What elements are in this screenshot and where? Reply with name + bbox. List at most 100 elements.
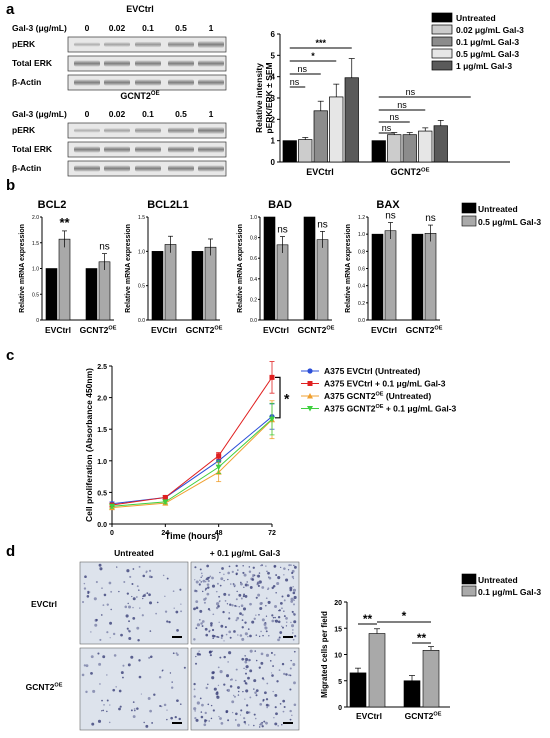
cell-dot: [229, 685, 233, 688]
cell-dot: [252, 573, 255, 576]
cell-dot: [128, 605, 132, 609]
cell-dot: [259, 606, 263, 611]
cell-dot: [258, 572, 261, 574]
cell-dot: [257, 574, 261, 578]
micrograph-column-header: + 0.1 μg/mL Gal-3: [210, 548, 281, 558]
cell-dot: [205, 581, 207, 583]
cell-dot: [202, 579, 206, 583]
cell-dot: [110, 590, 113, 593]
blot-band: [168, 79, 194, 86]
cell-dot: [255, 634, 258, 636]
cell-dot: [231, 711, 234, 714]
cell-dot: [148, 569, 152, 572]
y-tick-label: 0.5: [32, 292, 39, 298]
cell-dot: [208, 631, 210, 633]
cell-dot: [213, 687, 217, 691]
cell-dot: [254, 650, 257, 652]
cell-dot: [206, 592, 210, 596]
micrograph-column-header: Untreated: [114, 548, 154, 558]
cell-dot: [258, 726, 261, 728]
blot-concentration-row-2: 0 0.02 0.1 0.5 1: [85, 109, 214, 119]
cell-dot: [134, 709, 136, 712]
legend-marker: [307, 368, 313, 374]
cell-dot: [274, 616, 276, 619]
cell-dot: [257, 581, 260, 585]
cell-dot: [281, 724, 283, 726]
cell-dot: [247, 628, 250, 630]
cell-dot: [256, 575, 258, 577]
cell-dot: [279, 702, 282, 705]
bar: [349, 672, 367, 708]
cell-dot: [193, 607, 196, 611]
x-category-label: GCNT2OE: [391, 167, 430, 177]
bar: [411, 233, 424, 321]
cell-dot: [124, 605, 128, 609]
cell-dot: [103, 704, 105, 706]
cell-dot: [200, 572, 203, 575]
y-tick-label: 0: [338, 705, 342, 712]
cell-dot: [169, 672, 172, 674]
cell-dot: [237, 723, 241, 727]
cell-dot: [136, 707, 139, 710]
x-category-label: GCNT2OE: [80, 325, 117, 335]
cell-dot: [265, 605, 267, 607]
cell-dot: [280, 566, 282, 568]
cell-dot: [99, 638, 102, 641]
cell-dot: [245, 665, 249, 669]
cell-dot: [240, 604, 244, 607]
cell-dot: [145, 724, 149, 728]
cell-dot: [91, 722, 95, 726]
cell-dot: [140, 693, 142, 695]
cell-dot: [283, 610, 285, 612]
cell-dot: [243, 720, 246, 724]
cell-dot: [235, 712, 238, 716]
cell-dot: [128, 620, 130, 623]
cell-dot: [266, 570, 268, 572]
cell-dot: [106, 699, 109, 702]
data-point: [269, 374, 275, 380]
blot-band: [74, 128, 100, 133]
y-tick-label: 0: [36, 318, 39, 324]
significance-label: **: [59, 215, 70, 230]
cell-dot: [136, 596, 138, 598]
cell-dot: [198, 583, 201, 586]
cell-dot: [223, 592, 227, 596]
cell-dot: [253, 679, 257, 683]
cell-dot: [271, 614, 274, 617]
cell-dot: [231, 570, 234, 573]
cell-dot: [118, 707, 121, 711]
significance-label: *: [311, 51, 315, 61]
cell-dot: [212, 613, 215, 616]
cell-dot: [289, 718, 292, 721]
cell-dot: [179, 588, 182, 591]
cell-dot: [290, 624, 295, 628]
cell-dot: [255, 694, 258, 697]
cell-dot: [178, 717, 181, 721]
cell-dot: [227, 661, 229, 663]
cell-dot: [93, 597, 97, 601]
cell-dot: [215, 590, 218, 593]
bar: [313, 110, 328, 163]
blot-band: [168, 146, 194, 153]
cell-dot: [285, 625, 288, 627]
blot-band: [198, 60, 224, 67]
cell-dot: [149, 630, 152, 632]
cell-dot: [237, 634, 239, 636]
cell-dot: [243, 593, 246, 596]
cell-dot: [274, 619, 279, 623]
cell-dot: [265, 597, 268, 600]
cell-dot: [291, 575, 294, 579]
cell-dot: [194, 579, 196, 581]
cell-dot: [112, 632, 116, 636]
cell-dot: [266, 706, 269, 709]
cell-dot: [201, 625, 204, 628]
cell-dot: [144, 593, 146, 595]
cell-dot: [127, 663, 131, 667]
cell-dot: [273, 717, 275, 719]
legend-label: 0.5 μg/mL Gal-3: [478, 217, 541, 227]
cell-dot: [153, 693, 156, 696]
cell-dot: [268, 635, 270, 637]
cell-dot: [291, 610, 294, 614]
cell-dot: [278, 609, 281, 612]
cell-dot: [101, 710, 103, 712]
